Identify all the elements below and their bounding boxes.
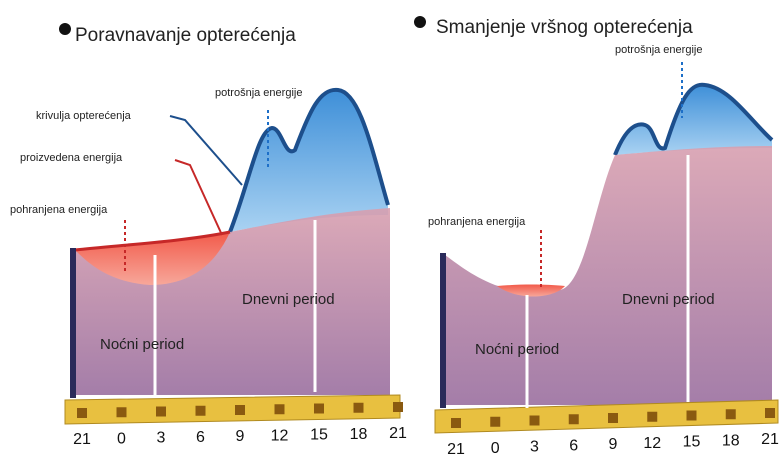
label: Noćni period [475, 341, 559, 358]
hour-mark [195, 405, 206, 416]
label: pohranjena energija [10, 204, 108, 216]
hour-label: 0 [117, 430, 126, 447]
stored-area [75, 232, 230, 285]
time-base [434, 399, 779, 434]
hour-mark [451, 418, 461, 428]
leader [174, 159, 223, 236]
production-line [74, 230, 231, 252]
hour-label: 9 [609, 436, 618, 453]
bullet [59, 23, 71, 35]
base-load [75, 208, 390, 395]
consumption-area [615, 84, 772, 155]
hour-label: 21 [73, 431, 91, 448]
hour-label: 3 [157, 430, 166, 447]
label: potrošnja energije [615, 44, 702, 56]
label: Noćni period [100, 336, 184, 353]
hour-mark [274, 404, 285, 415]
label: krivulja opterećenja [36, 110, 132, 122]
edge [70, 248, 76, 398]
stored-area [497, 284, 565, 297]
hour-label: 15 [683, 434, 701, 451]
panel-title: Poravnavanje opterećenja [75, 25, 296, 46]
hour-mark [647, 411, 658, 422]
panel-right: Smanjenje vršnog opterećenja potrošnja e… [414, 16, 779, 434]
label: pohranjena energija [428, 216, 526, 228]
hour-mark [77, 408, 87, 418]
panel-title: Smanjenje vršnog opterećenja [436, 17, 693, 38]
hour-label: 12 [643, 435, 661, 452]
hour-label: 15 [310, 427, 328, 444]
base-load [445, 146, 772, 405]
hour-label: 9 [236, 428, 245, 445]
label: proizvedena energija [20, 152, 123, 164]
hour-mark [608, 413, 618, 423]
hour-label: 0 [491, 440, 500, 457]
hour-label: 12 [271, 427, 289, 444]
hour-mark [765, 408, 775, 418]
hour-mark [529, 415, 540, 426]
hour-mark [314, 403, 324, 414]
hour-label: 6 [196, 429, 205, 446]
hour-label: 21 [389, 425, 407, 442]
hour-mark [725, 409, 736, 420]
consumption-area [230, 89, 388, 232]
hour-mark [235, 405, 245, 415]
bullet [414, 16, 426, 28]
edge [440, 253, 446, 408]
hour-mark [393, 402, 403, 412]
time-base [64, 394, 401, 425]
hour-mark [156, 406, 166, 417]
hour-mark [116, 407, 127, 418]
hour-label: 6 [569, 437, 578, 454]
hour-label: 18 [722, 432, 740, 449]
label: Dnevni period [242, 291, 335, 308]
hour-mark [686, 410, 697, 421]
hour-label: 21 [447, 441, 465, 458]
hour-label: 21 [761, 431, 779, 448]
label: Dnevni period [622, 291, 715, 308]
hour-label: 18 [350, 426, 368, 443]
hour-mark [490, 416, 501, 427]
panel-left: Poravnavanje opterećenja potrošnja energ… [10, 23, 401, 425]
label: potrošnja energije [215, 87, 302, 99]
hour-mark [353, 402, 364, 413]
hour-mark [568, 414, 579, 425]
load-curve [228, 87, 390, 233]
load-curve [613, 82, 774, 156]
leader [169, 115, 243, 186]
hour-label: 3 [530, 439, 539, 456]
